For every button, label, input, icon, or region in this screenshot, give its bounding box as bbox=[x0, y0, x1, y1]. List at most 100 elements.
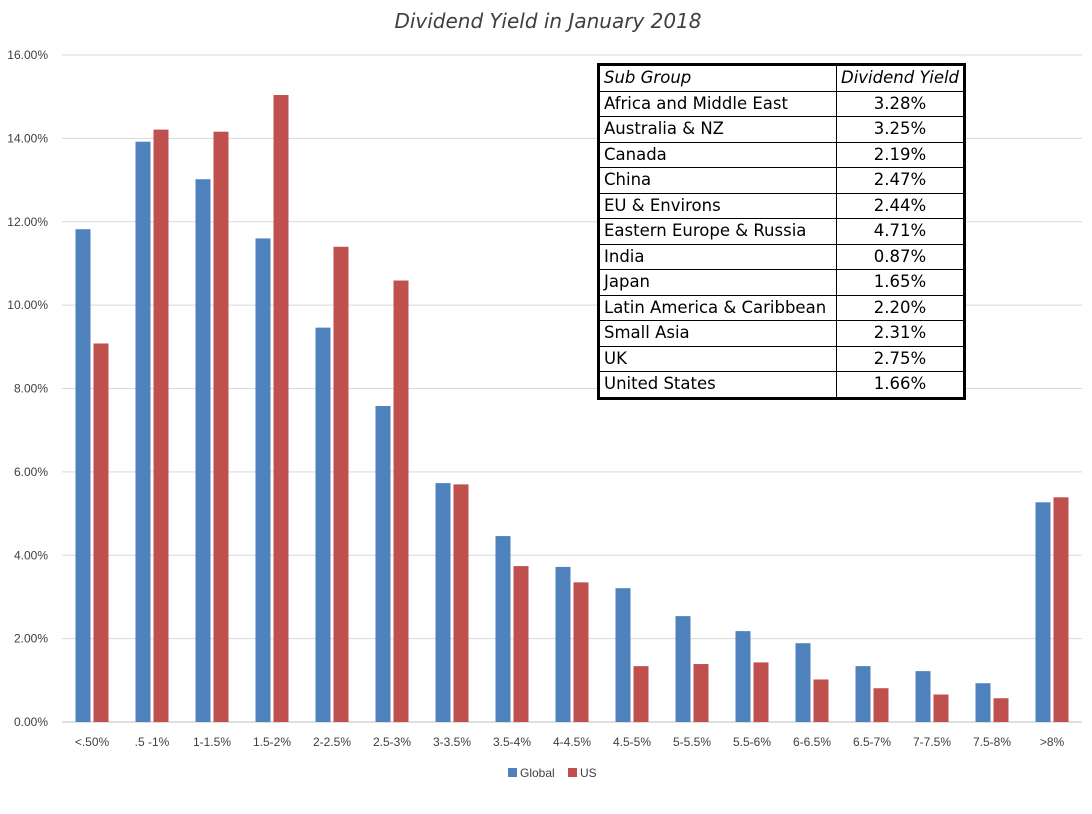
bar-us-9 bbox=[573, 582, 589, 722]
bar-global-9 bbox=[555, 566, 571, 722]
bar-us-5 bbox=[333, 246, 349, 722]
bar-us-2 bbox=[153, 129, 169, 723]
dividend-yield-cell: 2.47% bbox=[835, 167, 966, 194]
bar-global-14 bbox=[855, 666, 871, 722]
bar-global-16 bbox=[975, 683, 991, 722]
legend-swatch-us bbox=[568, 768, 577, 777]
bar-global-12 bbox=[735, 631, 751, 722]
sub-group-cell: EU & Environs bbox=[598, 192, 837, 219]
table-row: Japan 1.65% bbox=[598, 269, 966, 296]
bar-us-6 bbox=[393, 280, 409, 722]
dividend-yield-header: Dividend Yield bbox=[835, 64, 966, 92]
sub-group-cell: Canada bbox=[598, 141, 837, 168]
legend-label-global: Global bbox=[520, 766, 555, 780]
dividend-yield-cell: 0.87% bbox=[835, 243, 966, 270]
dividend-yield-cell: 4.71% bbox=[835, 218, 966, 245]
bars bbox=[75, 95, 1069, 723]
bar-global-4 bbox=[255, 238, 271, 723]
bar-global-7 bbox=[435, 483, 451, 722]
x-tick-label: 5-5.5% bbox=[673, 735, 711, 749]
x-tick-label: 6-6.5% bbox=[793, 735, 831, 749]
bar-us-7 bbox=[453, 484, 469, 722]
y-tick-label: 10.00% bbox=[7, 298, 48, 312]
sub-group-yield-table: Sub Group Dividend Yield Africa and Midd… bbox=[597, 63, 967, 400]
bar-global-17 bbox=[1035, 502, 1051, 722]
dividend-yield-cell: 1.66% bbox=[835, 371, 966, 399]
bar-global-11 bbox=[675, 616, 691, 722]
y-tick-label: 16.00% bbox=[7, 48, 48, 62]
bar-us-14 bbox=[873, 688, 889, 722]
table-row: United States 1.66% bbox=[598, 371, 966, 399]
x-tick-label: 4.5-5% bbox=[613, 735, 651, 749]
x-tick-label: 2-2.5% bbox=[313, 735, 351, 749]
table-row: UK 2.75% bbox=[598, 345, 966, 372]
y-axis: 0.00% 2.00% 4.00% 6.00% 8.00% 10.00% 12.00% 14.… bbox=[7, 48, 48, 729]
table-header-row: Sub Group Dividend Yield bbox=[598, 64, 966, 92]
table-row: India 0.87% bbox=[598, 243, 966, 270]
x-tick-label: 7-7.5% bbox=[913, 735, 951, 749]
sub-group-cell: Eastern Europe & Russia bbox=[598, 218, 837, 245]
dividend-yield-cell: 3.28% bbox=[835, 90, 966, 117]
dividend-yield-cell: 1.65% bbox=[835, 269, 966, 296]
sub-group-cell: Japan bbox=[598, 269, 837, 296]
dividend-yield-cell: 2.31% bbox=[835, 320, 966, 347]
x-tick-label: 5.5-6% bbox=[733, 735, 771, 749]
bar-global-6 bbox=[375, 406, 391, 722]
y-tick-label: 4.00% bbox=[14, 548, 48, 562]
bar-us-15 bbox=[933, 694, 949, 722]
sub-group-cell: Latin America & Caribbean bbox=[598, 294, 837, 321]
y-tick-label: 14.00% bbox=[7, 131, 48, 145]
x-tick-label: 2.5-3% bbox=[373, 735, 411, 749]
sub-group-cell: UK bbox=[598, 345, 837, 372]
bar-us-11 bbox=[693, 664, 709, 722]
bar-us-12 bbox=[753, 662, 769, 722]
bar-us-8 bbox=[513, 566, 529, 722]
sub-group-cell: Africa and Middle East bbox=[598, 90, 837, 117]
bar-us-3 bbox=[213, 131, 229, 722]
bar-global-5 bbox=[315, 327, 331, 722]
y-tick-label: 2.00% bbox=[14, 632, 48, 646]
legend-swatch-global bbox=[508, 768, 517, 777]
y-tick-label: 0.00% bbox=[14, 715, 48, 729]
bar-us-10 bbox=[633, 666, 649, 722]
chart-title: Dividend Yield in January 2018 bbox=[394, 9, 701, 33]
table-row: China 2.47% bbox=[598, 167, 966, 194]
sub-group-header: Sub Group bbox=[598, 64, 837, 92]
sub-group-cell: Small Asia bbox=[598, 320, 837, 347]
legend-label-us: US bbox=[580, 766, 597, 780]
dividend-yield-cell: 2.44% bbox=[835, 192, 966, 219]
table-row: Africa and Middle East 3.28% bbox=[598, 90, 966, 117]
sub-group-cell: United States bbox=[598, 371, 837, 399]
bar-global-15 bbox=[915, 671, 931, 722]
x-axis: <.50% .5 -1% 1-1.5% 1.5-2% 2-2.5% 2.5-3% 3-3.5… bbox=[75, 735, 1065, 749]
table-row: Eastern Europe & Russia 4.71% bbox=[598, 218, 966, 245]
x-tick-label: 6.5-7% bbox=[853, 735, 891, 749]
x-tick-label: 3-3.5% bbox=[433, 735, 471, 749]
table-row: Small Asia 2.31% bbox=[598, 320, 966, 347]
x-tick-label: 4-4.5% bbox=[553, 735, 591, 749]
bar-global-1 bbox=[75, 229, 91, 722]
table-row: EU & Environs 2.44% bbox=[598, 192, 966, 219]
bar-us-13 bbox=[813, 679, 829, 722]
table-row: Latin America & Caribbean 2.20% bbox=[598, 294, 966, 321]
bar-global-2 bbox=[135, 141, 151, 722]
table-row: Canada 2.19% bbox=[598, 141, 966, 168]
dividend-yield-cell: 3.25% bbox=[835, 116, 966, 143]
sub-group-cell: China bbox=[598, 167, 837, 194]
bar-us-4 bbox=[273, 95, 289, 722]
y-tick-label: 8.00% bbox=[14, 382, 48, 396]
y-tick-label: 6.00% bbox=[14, 465, 48, 479]
x-tick-label: <.50% bbox=[75, 735, 110, 749]
x-tick-label: 1-1.5% bbox=[193, 735, 231, 749]
table-row: Australia & NZ 3.25% bbox=[598, 116, 966, 143]
dividend-yield-cell: 2.75% bbox=[835, 345, 966, 372]
bar-global-10 bbox=[615, 588, 631, 722]
dividend-yield-cell: 2.20% bbox=[835, 294, 966, 321]
x-tick-label: 7.5-8% bbox=[973, 735, 1011, 749]
dividend-yield-cell: 2.19% bbox=[835, 141, 966, 168]
bar-us-1 bbox=[93, 343, 109, 722]
y-tick-label: 12.00% bbox=[7, 215, 48, 229]
bar-us-17 bbox=[1053, 497, 1069, 722]
sub-group-cell: Australia & NZ bbox=[598, 116, 837, 143]
